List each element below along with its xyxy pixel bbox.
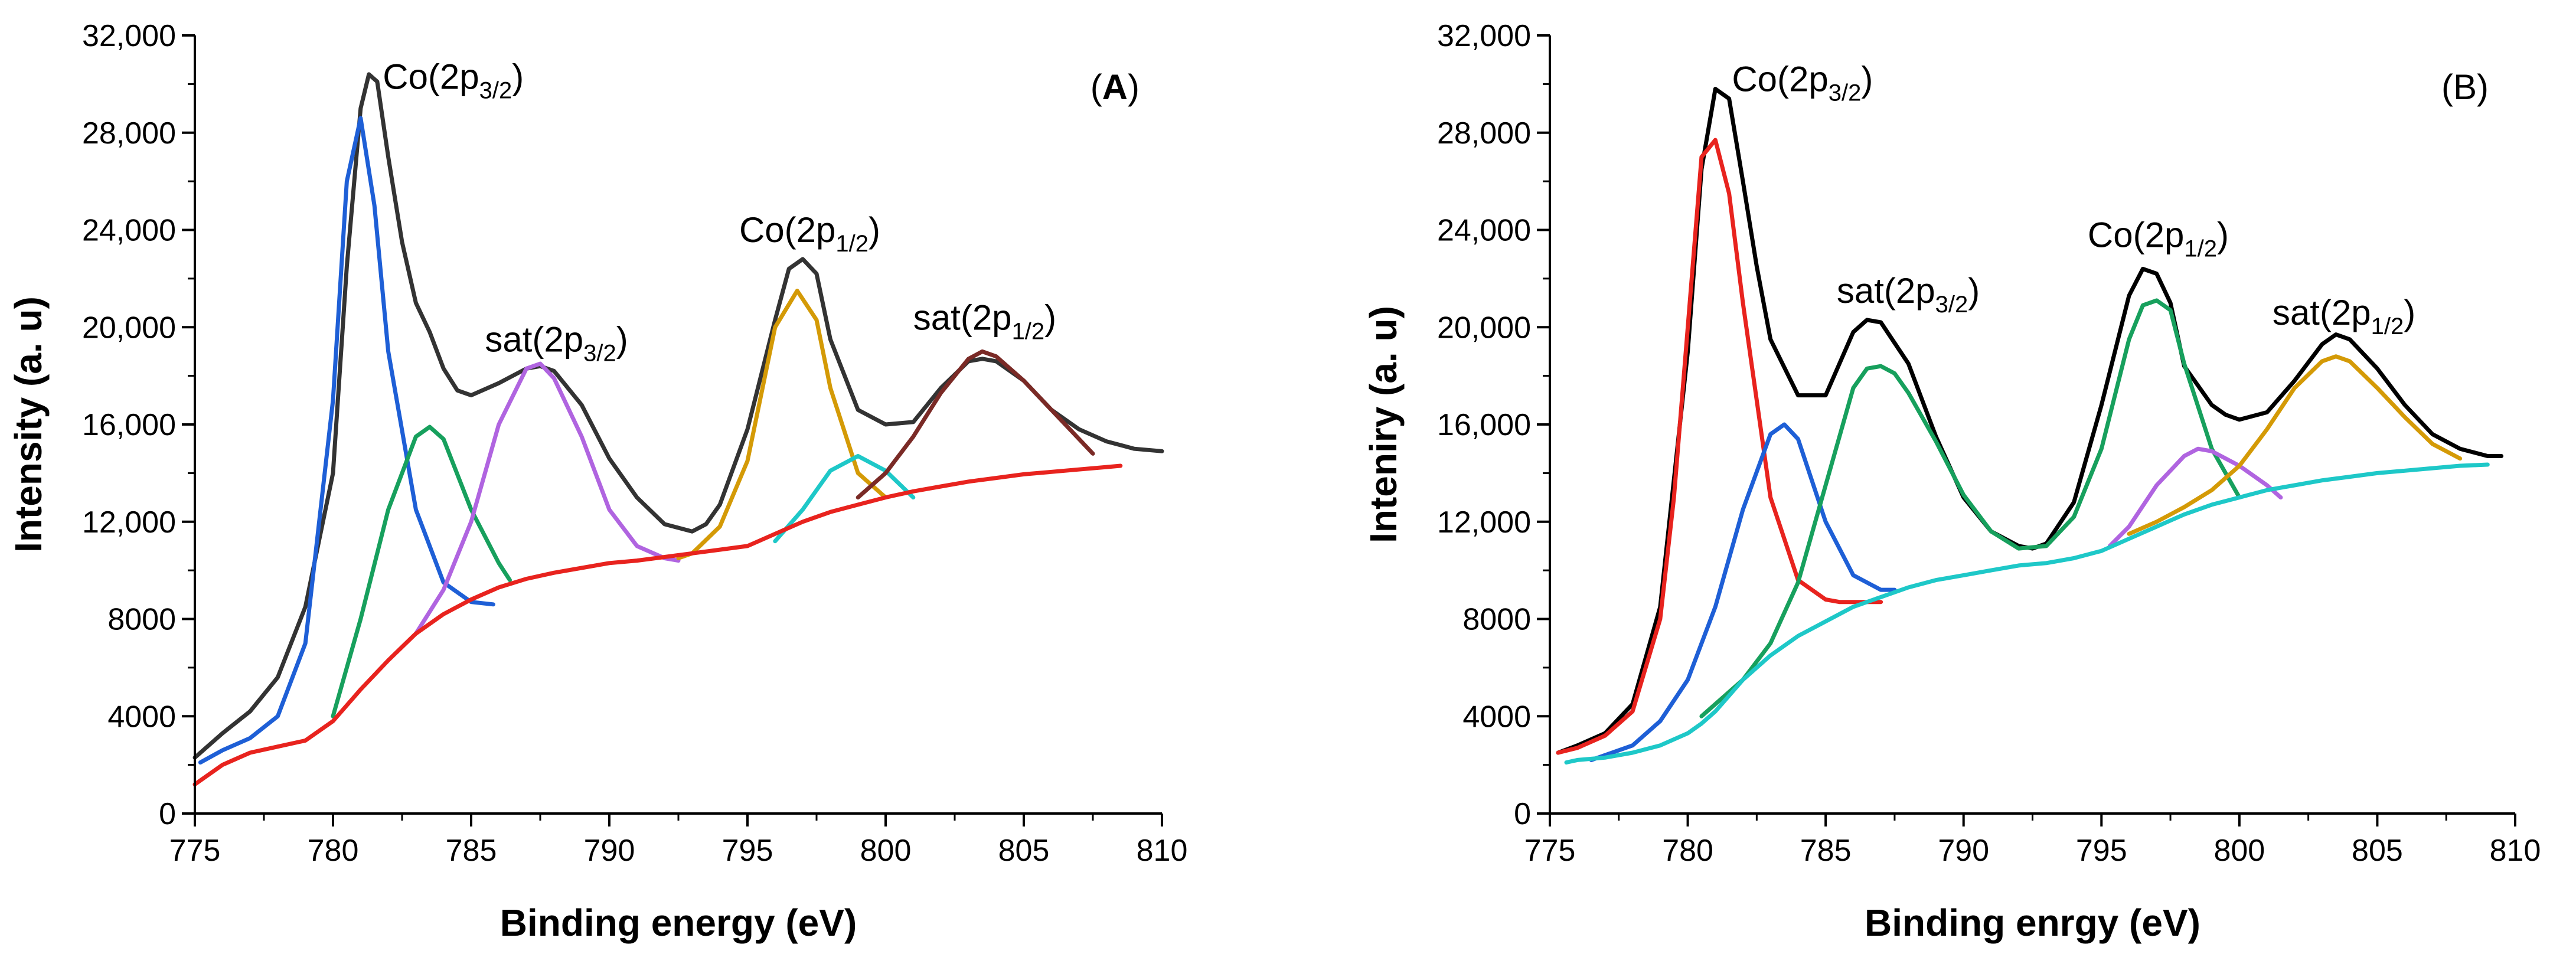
panel-tag-close: ) <box>2477 67 2489 107</box>
panel-a-series-line-6 <box>856 349 1095 500</box>
annotation-main: Co(2p <box>383 57 479 97</box>
panel-b-series-line-1 <box>1556 138 1883 755</box>
annotation-tail: ) <box>1968 271 1980 311</box>
panel-b-peak-annotation: Co(2p1/2) <box>2088 215 2229 262</box>
panel-a-x-tick-label: 810 <box>1137 834 1188 868</box>
panel-tag-open: ( <box>2441 67 2453 107</box>
panel-a-tag: (A) <box>1091 67 1140 107</box>
panel-b-y-tick-label: 20,000 <box>1437 311 1531 345</box>
annotation-subscript: 1/2 <box>1012 318 1045 344</box>
annotation-tail: ) <box>616 319 628 359</box>
annotation-subscript: 3/2 <box>1829 80 1862 106</box>
panel-tag-letter: B <box>2453 67 2477 107</box>
panel-b-peak-annotation: Co(2p3/2) <box>1732 60 1873 106</box>
panel-a-x-tick-label: 800 <box>860 834 912 868</box>
panel-a-series-line-7 <box>192 463 1123 787</box>
panel-a-x-tick-label: 780 <box>308 834 359 868</box>
panel-b-y-tick-label: 12,000 <box>1437 505 1531 540</box>
panel-a-chart: 775 780 785 790 795 800 805 810 0 4000 8000 12,000 1… <box>7 19 1187 944</box>
annotation-tail: ) <box>1044 298 1056 337</box>
panel-a-y-tick-label: 28,000 <box>82 116 176 151</box>
annotation-subscript: 3/2 <box>1935 292 1968 318</box>
annotation-tail: ) <box>512 57 524 97</box>
panel-a-y-tick-label: 12,000 <box>82 505 176 540</box>
panel-b-peak-annotation: sat(2p3/2) <box>1837 271 1980 318</box>
panel-a-peak-annotation: sat(2p1/2) <box>913 298 1056 344</box>
panel-a-peak-annotation: Co(2p3/2) <box>383 57 524 104</box>
panel-b-y-tick-label: 32,000 <box>1437 19 1531 53</box>
panel-a-series-line-5 <box>773 454 916 544</box>
annotation-main: sat(2p <box>2273 293 2371 332</box>
panel-a-y-tick-label: 20,000 <box>82 311 176 345</box>
panel-b-x-tick-label: 795 <box>2076 834 2127 868</box>
panel-b-x-axis-title: Binding enrgy (eV) <box>1865 901 2200 944</box>
panel-a-series-line-3 <box>413 361 681 636</box>
panel-b-chart: 775 780 785 790 795 800 805 810 0 4000 8000 12,000 1… <box>1362 19 2541 944</box>
annotation-subscript: 3/2 <box>479 78 512 104</box>
panel-b-y-tick-label: 28,000 <box>1437 116 1531 151</box>
panel-a-peak-annotation: Co(2p1/2) <box>739 210 880 257</box>
annotation-main: Co(2p <box>739 210 835 250</box>
panel-a-x-tick-label: 790 <box>584 834 635 868</box>
annotation-tail: ) <box>2404 293 2415 332</box>
panel-a-peak-annotation: sat(2p3/2) <box>485 319 628 366</box>
panel-a-x-tick-label: 795 <box>722 834 773 868</box>
panel-b-y-tick-label: 0 <box>1514 797 1531 831</box>
panel-b-series-line-3 <box>1699 298 2242 718</box>
panel-b-x-tick-label: 790 <box>1938 834 1989 868</box>
panel-a-series <box>192 72 1164 787</box>
panel-a-series-line-1 <box>198 116 495 765</box>
panel-a-x-tick-label: 775 <box>169 834 221 868</box>
panel-b-y-tick-label: 24,000 <box>1437 214 1531 248</box>
annotation-subscript: 3/2 <box>583 340 616 366</box>
panel-b-y-tick-label: 16,000 <box>1437 408 1531 442</box>
panel-a-y-axis-title: Intensity (a. u) <box>7 296 50 553</box>
annotation-main: sat(2p <box>1837 271 1935 311</box>
panel-b-x-tick-label: 800 <box>2213 834 2265 868</box>
panel-a-y-tick-label: 0 <box>159 797 176 831</box>
panel-b-y-tick-label: 4000 <box>1462 700 1531 734</box>
panel-tag-open: ( <box>1091 67 1102 107</box>
panel-a-y-tick-label: 32,000 <box>82 19 176 53</box>
panel-b-series-line-6 <box>1564 462 2490 765</box>
panel-b-y-tick-label: 8000 <box>1462 603 1531 637</box>
annotation-tail: ) <box>869 210 880 250</box>
annotation-tail: ) <box>2217 215 2229 254</box>
panel-a-series-line-2 <box>331 424 512 718</box>
panel-b-x-tick-label: 810 <box>2490 834 2541 868</box>
annotation-subscript: 1/2 <box>835 231 869 257</box>
panel-b-peak-annotation: sat(2p1/2) <box>2273 293 2415 339</box>
panel-a-y-tick-label: 16,000 <box>82 408 176 442</box>
panel-b-x-tick-label: 780 <box>1662 834 1713 868</box>
panel-a-y-tick-label: 8000 <box>107 603 176 637</box>
annotation-main: sat(2p <box>485 319 583 359</box>
panel-a-series-line-0 <box>192 72 1164 760</box>
panel-a-x-tick-label: 785 <box>446 834 497 868</box>
panel-b-tag: (B) <box>2441 67 2489 107</box>
annotation-main: Co(2p <box>1732 60 1828 99</box>
panel-b-series-line-2 <box>1589 422 1897 762</box>
panel-a-x-tick-label: 805 <box>998 834 1050 868</box>
panel-b-x-tick-label: 775 <box>1524 834 1576 868</box>
panel-a-y-tick-label: 4000 <box>107 700 176 734</box>
panel-b-series <box>1556 87 2504 765</box>
panel-a-x-axis-title: Binding energy (eV) <box>500 901 857 944</box>
panel-tag-letter: A <box>1102 67 1128 107</box>
annotation-subscript: 1/2 <box>2371 313 2404 339</box>
panel-b-y-axis-title: Inteniry (a. u) <box>1362 306 1405 543</box>
annotation-subscript: 1/2 <box>2184 236 2217 262</box>
annotation-main: sat(2p <box>913 298 1012 337</box>
panel-a-series-line-4 <box>676 289 888 560</box>
annotation-main: Co(2p <box>2088 215 2184 254</box>
panel-b-x-tick-label: 805 <box>2352 834 2403 868</box>
panel-a-y-tick-label: 24,000 <box>82 214 176 248</box>
panel-tag-close: ) <box>1128 67 1140 107</box>
panel-b-series-line-4 <box>2107 446 2283 548</box>
annotation-tail: ) <box>1861 60 1873 99</box>
panel-b-series-line-5 <box>2127 354 2463 536</box>
panel-b-x-tick-label: 785 <box>1800 834 1852 868</box>
